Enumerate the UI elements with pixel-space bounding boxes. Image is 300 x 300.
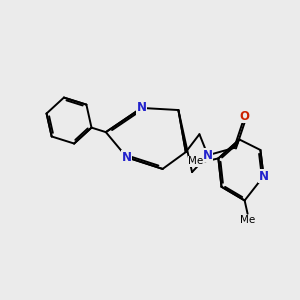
Text: Me: Me: [240, 215, 255, 225]
Text: N: N: [136, 101, 147, 114]
Text: N: N: [122, 151, 132, 164]
Text: N: N: [203, 149, 213, 162]
Text: Me: Me: [188, 156, 204, 167]
Text: N: N: [259, 170, 269, 183]
Text: O: O: [240, 110, 250, 123]
